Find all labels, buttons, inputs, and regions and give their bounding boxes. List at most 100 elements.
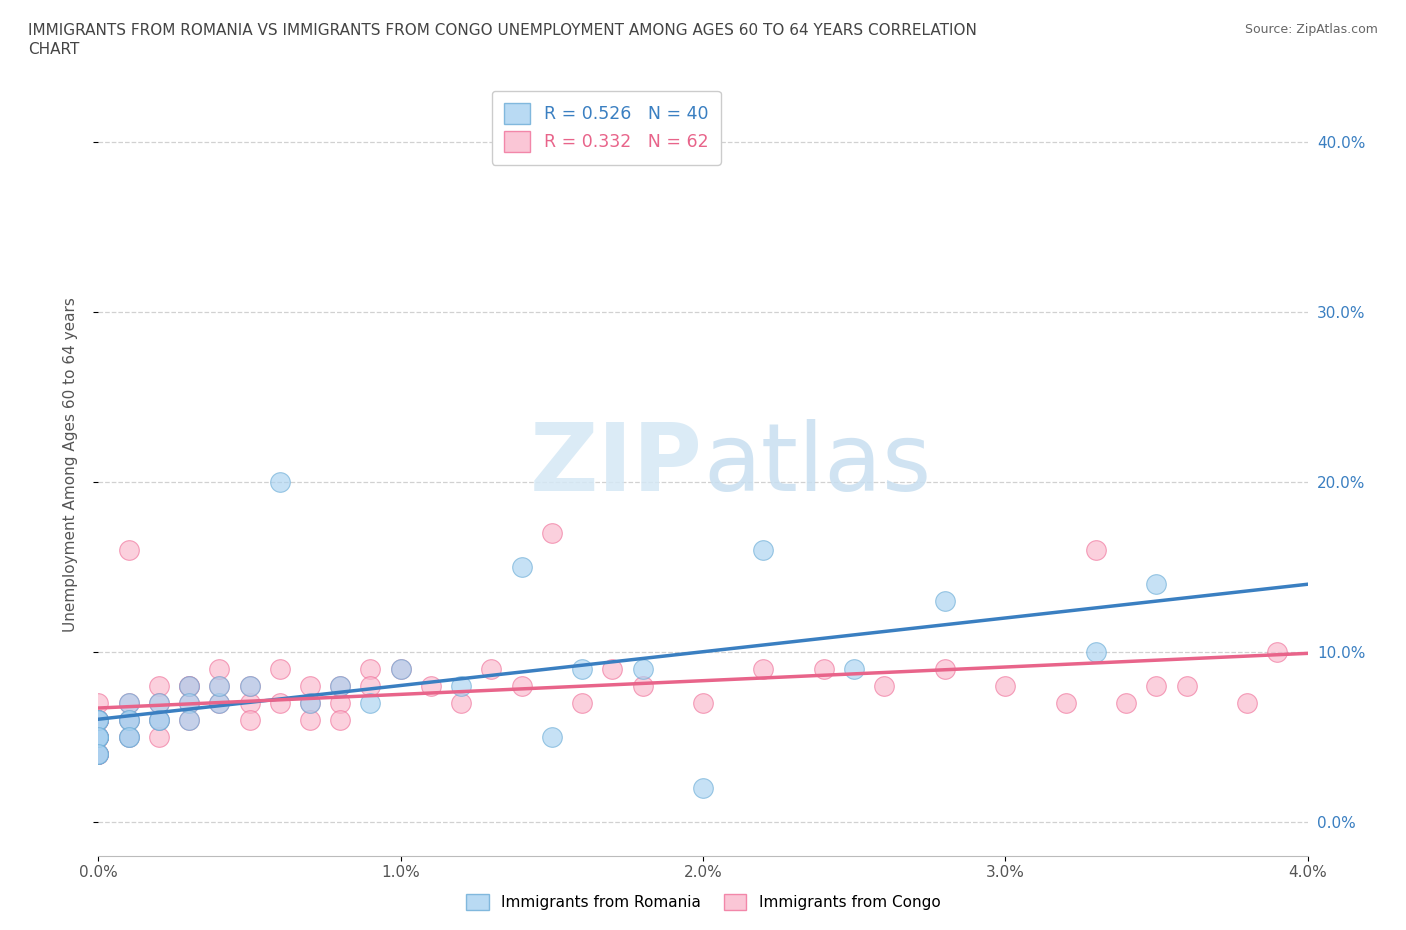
Point <box>571 696 593 711</box>
Point <box>269 661 291 676</box>
Point <box>118 729 141 744</box>
Point <box>148 729 170 744</box>
Point <box>148 712 170 727</box>
Legend: R = 0.526   N = 40, R = 0.332   N = 62: R = 0.526 N = 40, R = 0.332 N = 62 <box>492 91 721 165</box>
Point <box>208 678 231 693</box>
Point <box>179 678 201 693</box>
Point <box>208 696 231 711</box>
Point <box>450 678 472 693</box>
Point <box>118 712 141 727</box>
Point <box>752 542 775 557</box>
Text: IMMIGRANTS FROM ROMANIA VS IMMIGRANTS FROM CONGO UNEMPLOYMENT AMONG AGES 60 TO 6: IMMIGRANTS FROM ROMANIA VS IMMIGRANTS FR… <box>28 23 977 38</box>
Point <box>87 746 110 761</box>
Point <box>481 661 503 676</box>
Point <box>208 678 231 693</box>
Text: CHART: CHART <box>28 42 80 57</box>
Point <box>179 712 201 727</box>
Point <box>360 696 382 711</box>
Point <box>87 729 110 744</box>
Point <box>329 678 352 693</box>
Point <box>87 729 110 744</box>
Point <box>1267 644 1289 659</box>
Point <box>239 678 262 693</box>
Point <box>994 678 1017 693</box>
Text: atlas: atlas <box>703 419 931 511</box>
Point <box>118 696 141 711</box>
Point <box>420 678 443 693</box>
Point <box>239 678 262 693</box>
Point <box>1054 696 1077 711</box>
Point <box>87 712 110 727</box>
Point <box>934 593 956 608</box>
Text: ZIP: ZIP <box>530 419 703 511</box>
Point <box>239 712 262 727</box>
Point <box>299 696 322 711</box>
Point <box>87 746 110 761</box>
Point <box>118 542 141 557</box>
Point <box>813 661 835 676</box>
Point <box>1236 696 1258 711</box>
Point <box>118 712 141 727</box>
Point <box>329 678 352 693</box>
Point <box>844 661 866 676</box>
Point <box>87 712 110 727</box>
Point <box>118 696 141 711</box>
Point <box>179 696 201 711</box>
Point <box>179 712 201 727</box>
Point <box>299 696 322 711</box>
Point <box>87 712 110 727</box>
Point <box>329 696 352 711</box>
Point <box>299 678 322 693</box>
Point <box>87 712 110 727</box>
Point <box>118 712 141 727</box>
Point <box>148 712 170 727</box>
Point <box>510 560 533 575</box>
Point <box>118 729 141 744</box>
Point <box>269 474 291 489</box>
Point <box>450 696 472 711</box>
Point <box>692 696 714 711</box>
Point <box>1146 678 1168 693</box>
Point <box>179 696 201 711</box>
Point <box>602 661 624 676</box>
Text: Source: ZipAtlas.com: Source: ZipAtlas.com <box>1244 23 1378 36</box>
Point <box>239 696 262 711</box>
Point <box>208 661 231 676</box>
Point <box>269 696 291 711</box>
Point <box>1115 696 1137 711</box>
Point <box>540 525 562 540</box>
Point <box>208 696 231 711</box>
Point <box>360 661 382 676</box>
Point <box>631 661 654 676</box>
Point <box>299 712 322 727</box>
Point <box>148 678 170 693</box>
Point <box>87 729 110 744</box>
Point <box>87 746 110 761</box>
Point <box>873 678 896 693</box>
Point <box>87 729 110 744</box>
Point <box>1146 577 1168 591</box>
Point <box>692 780 714 795</box>
Point <box>148 712 170 727</box>
Point <box>87 729 110 744</box>
Point <box>179 678 201 693</box>
Point <box>1085 644 1108 659</box>
Point <box>148 696 170 711</box>
Point <box>389 661 412 676</box>
Point <box>87 712 110 727</box>
Point <box>87 746 110 761</box>
Point <box>571 661 593 676</box>
Point <box>631 678 654 693</box>
Point <box>87 746 110 761</box>
Point <box>87 729 110 744</box>
Point <box>87 729 110 744</box>
Point <box>87 712 110 727</box>
Point <box>360 678 382 693</box>
Point <box>179 678 201 693</box>
Point <box>148 696 170 711</box>
Y-axis label: Unemployment Among Ages 60 to 64 years: Unemployment Among Ages 60 to 64 years <box>63 298 77 632</box>
Point <box>118 729 141 744</box>
Point <box>510 678 533 693</box>
Point <box>752 661 775 676</box>
Point <box>389 661 412 676</box>
